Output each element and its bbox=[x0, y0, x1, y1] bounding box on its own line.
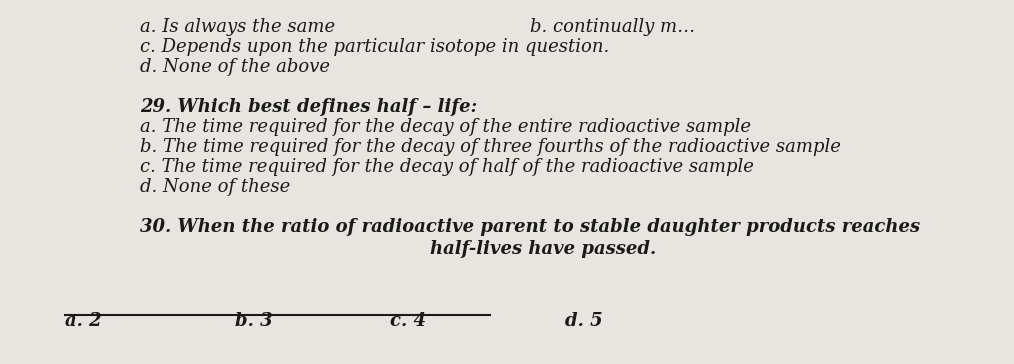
Text: b. 3: b. 3 bbox=[235, 312, 273, 330]
Text: c. Depends upon the particular isotope in question.: c. Depends upon the particular isotope i… bbox=[140, 38, 609, 56]
Text: a. 2: a. 2 bbox=[65, 312, 101, 330]
Text: c. The time required for the decay of half of the radioactive sample: c. The time required for the decay of ha… bbox=[140, 158, 753, 176]
Text: b. The time required for the decay of three fourths of the radioactive sample: b. The time required for the decay of th… bbox=[140, 138, 841, 156]
Text: 29. Which best defines half – life:: 29. Which best defines half – life: bbox=[140, 98, 478, 116]
Text: b. continually m…: b. continually m… bbox=[530, 18, 696, 36]
Text: d. None of these: d. None of these bbox=[140, 178, 290, 196]
Text: a. The time required for the decay of the entire radioactive sample: a. The time required for the decay of th… bbox=[140, 118, 751, 136]
Text: d. 5: d. 5 bbox=[565, 312, 602, 330]
Text: d. None of the above: d. None of the above bbox=[140, 58, 330, 76]
Text: half-lives have passed.: half-lives have passed. bbox=[430, 240, 656, 258]
Text: c. 4: c. 4 bbox=[390, 312, 426, 330]
Text: a. Is always the same: a. Is always the same bbox=[140, 18, 335, 36]
Text: 30. When the ratio of radioactive parent to stable daughter products reaches: 30. When the ratio of radioactive parent… bbox=[140, 218, 920, 236]
